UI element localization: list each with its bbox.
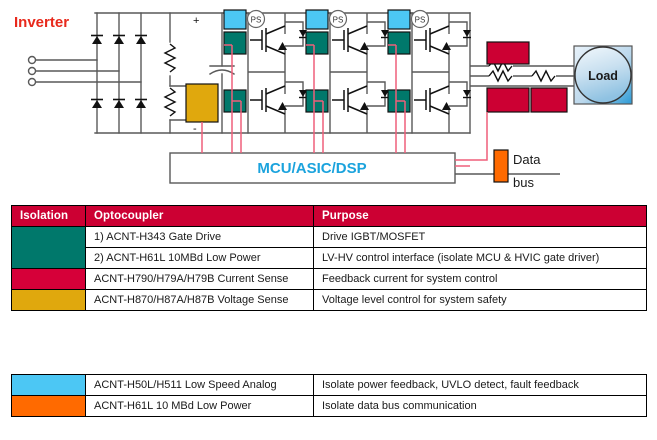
current-sense-isolation-swatch	[11, 268, 86, 290]
header-purpose: Purpose	[313, 205, 647, 227]
purpose-cell: Drive IGBT/MOSFET	[313, 226, 647, 248]
header-isolation: Isolation	[11, 205, 86, 227]
igbt-leg-2: PS	[305, 9, 389, 133]
current-sense-optocoupler-3	[530, 87, 568, 113]
dc-polarity-plus: +	[193, 15, 199, 27]
analog-sense-optocoupler-3	[387, 9, 411, 30]
power-supply-symbol-2	[328, 9, 348, 29]
optocoupler-cell: 1) ACNT-H343 Gate Drive	[85, 226, 314, 248]
dc-link-capacitor	[209, 12, 235, 134]
controller-label: MCU/ASIC/DSP	[257, 160, 366, 177]
purpose-cell: LV-HV control interface (isolate MCU & H…	[313, 247, 647, 269]
ac-input-terminals	[27, 55, 142, 87]
optocoupler-cell: ACNT-H790/H79A/H79B Current Sense	[85, 268, 314, 290]
table-row: 2) ACNT-H61L 10MBd Low Power LV-HV contr…	[12, 247, 647, 269]
data-bus-optocoupler	[493, 149, 509, 183]
gate-drive-isolation-swatch	[11, 226, 86, 269]
isolated-signal-traces	[201, 44, 488, 167]
header-optocoupler: Optocoupler	[85, 205, 314, 227]
current-sense-optocoupler-1	[486, 41, 530, 65]
purpose-cell: Voltage level control for system safety	[313, 289, 647, 311]
data-bus-label-line1: Data	[513, 152, 541, 167]
load-label: Load	[588, 69, 618, 83]
power-supply-label-3: PS	[415, 16, 426, 25]
purpose-cell: Isolate data bus communication	[313, 395, 647, 417]
igbt-leg-1: PS	[223, 9, 307, 133]
optocoupler-cell: ACNT-H61L 10 MBd Low Power	[85, 395, 314, 417]
optocoupler-cell: 2) ACNT-H61L 10MBd Low Power	[85, 247, 314, 269]
analog-sense-optocoupler-2	[305, 9, 329, 30]
output-phase-lines	[470, 65, 575, 87]
table-row: ACNT-H50L/H511 Low Speed Analog Isolate …	[11, 374, 647, 396]
voltage-divider-resistors	[163, 43, 177, 117]
secondary-isolation-table: ACNT-H50L/H511 Low Speed Analog Isolate …	[11, 374, 647, 417]
power-supply-symbol-3	[410, 9, 430, 29]
power-supply-label-1: PS	[251, 16, 262, 25]
isolation-optocoupler-table: Isolation Optocoupler Purpose 1) ACNT-H3…	[11, 205, 647, 311]
dc-polarity-minus: -	[193, 123, 197, 135]
diagram-title: Inverter	[14, 14, 70, 31]
table-header-row: Isolation Optocoupler Purpose	[11, 205, 647, 227]
voltage-sense-optocoupler	[185, 83, 219, 123]
purpose-cell: Feedback current for system control	[313, 268, 647, 290]
optocoupler-cell: ACNT-H870/H87A/H87B Voltage Sense	[85, 289, 314, 311]
controller-block	[169, 152, 456, 184]
gate-driver-optocoupler-high-3	[387, 31, 411, 55]
purpose-cell: Isolate power feedback, UVLO detect, fau…	[313, 374, 647, 396]
power-supply-symbol-1	[246, 9, 266, 29]
gate-driver-optocoupler-high-2	[305, 31, 329, 55]
power-supply-label-2: PS	[333, 16, 344, 25]
data-bus-label-line2: bus	[513, 175, 534, 190]
gate-driver-optocoupler-high-1	[223, 31, 247, 55]
voltage-sense-isolation-swatch	[11, 289, 86, 311]
table-row: ACNT-H870/H87A/H87B Voltage Sense Voltag…	[11, 289, 647, 311]
data-bus-isolation-swatch	[11, 395, 86, 417]
load-block: Load	[573, 45, 633, 105]
low-speed-analog-isolation-swatch	[11, 374, 86, 396]
analog-sense-optocoupler-1	[223, 9, 247, 30]
current-sense-optocoupler-2	[486, 87, 530, 113]
inverter-circuit-diagram: + -	[0, 0, 657, 197]
igbt-leg-3: PS	[387, 9, 471, 133]
optocoupler-cell: ACNT-H50L/H511 Low Speed Analog	[85, 374, 314, 396]
table-row: 1) ACNT-H343 Gate Drive Drive IGBT/MOSFE…	[11, 226, 647, 269]
table-row: ACNT-H61L 10 MBd Low Power Isolate data …	[11, 395, 647, 417]
table-row: ACNT-H790/H79A/H79B Current Sense Feedba…	[11, 268, 647, 290]
